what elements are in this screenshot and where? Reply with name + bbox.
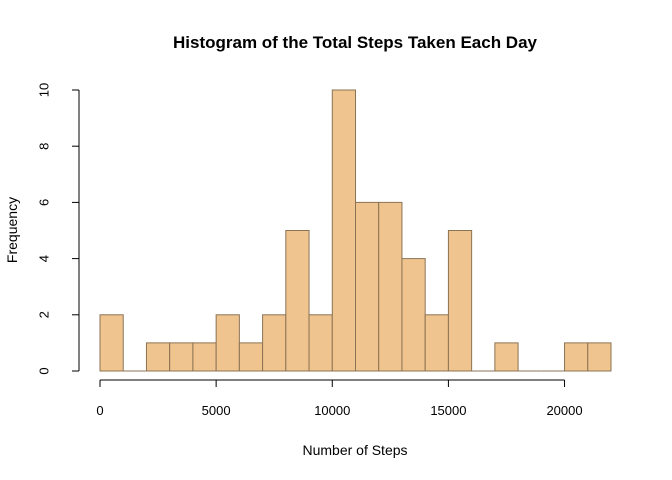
histogram-bar [494,342,519,372]
histogram-bar [424,314,449,372]
histogram-bar [285,230,310,372]
x-axis: 0 5000 10000 15000 20000 [96,379,583,418]
histogram-bar [238,342,264,372]
histogram-bar [331,89,357,372]
histogram-bar [169,342,194,372]
chart-title: Histogram of the Total Steps Taken Each … [173,33,538,52]
histogram-bar [587,342,612,372]
x-tick-label: 10000 [314,403,350,418]
y-tick-label: 10 [37,83,52,97]
x-tick-label: 20000 [546,403,582,418]
y-tick-label: 6 [37,199,52,206]
y-axis-label: Frequency [4,197,20,263]
y-tick-label: 0 [37,367,52,374]
histogram-bar [308,314,333,372]
histogram-bar [564,342,589,372]
histogram-bar [99,314,124,372]
histogram-bar [401,258,426,372]
x-tick-label: 15000 [430,403,466,418]
histogram-bar [262,314,287,372]
histogram-bar [378,201,403,372]
y-axis: 0 2 4 6 8 10 [37,83,80,375]
histogram-bar [447,230,473,372]
bars-group [99,89,612,372]
x-axis-label: Number of Steps [302,442,407,458]
histogram-bar [355,201,380,372]
x-tick-label: 0 [96,403,103,418]
y-tick-label: 4 [37,255,52,262]
histogram-bar [145,342,171,372]
y-tick-label: 2 [37,311,52,318]
histogram-bar [192,342,217,372]
y-tick-label: 8 [37,143,52,150]
histogram-bar [215,314,240,372]
x-tick-label: 5000 [202,403,231,418]
